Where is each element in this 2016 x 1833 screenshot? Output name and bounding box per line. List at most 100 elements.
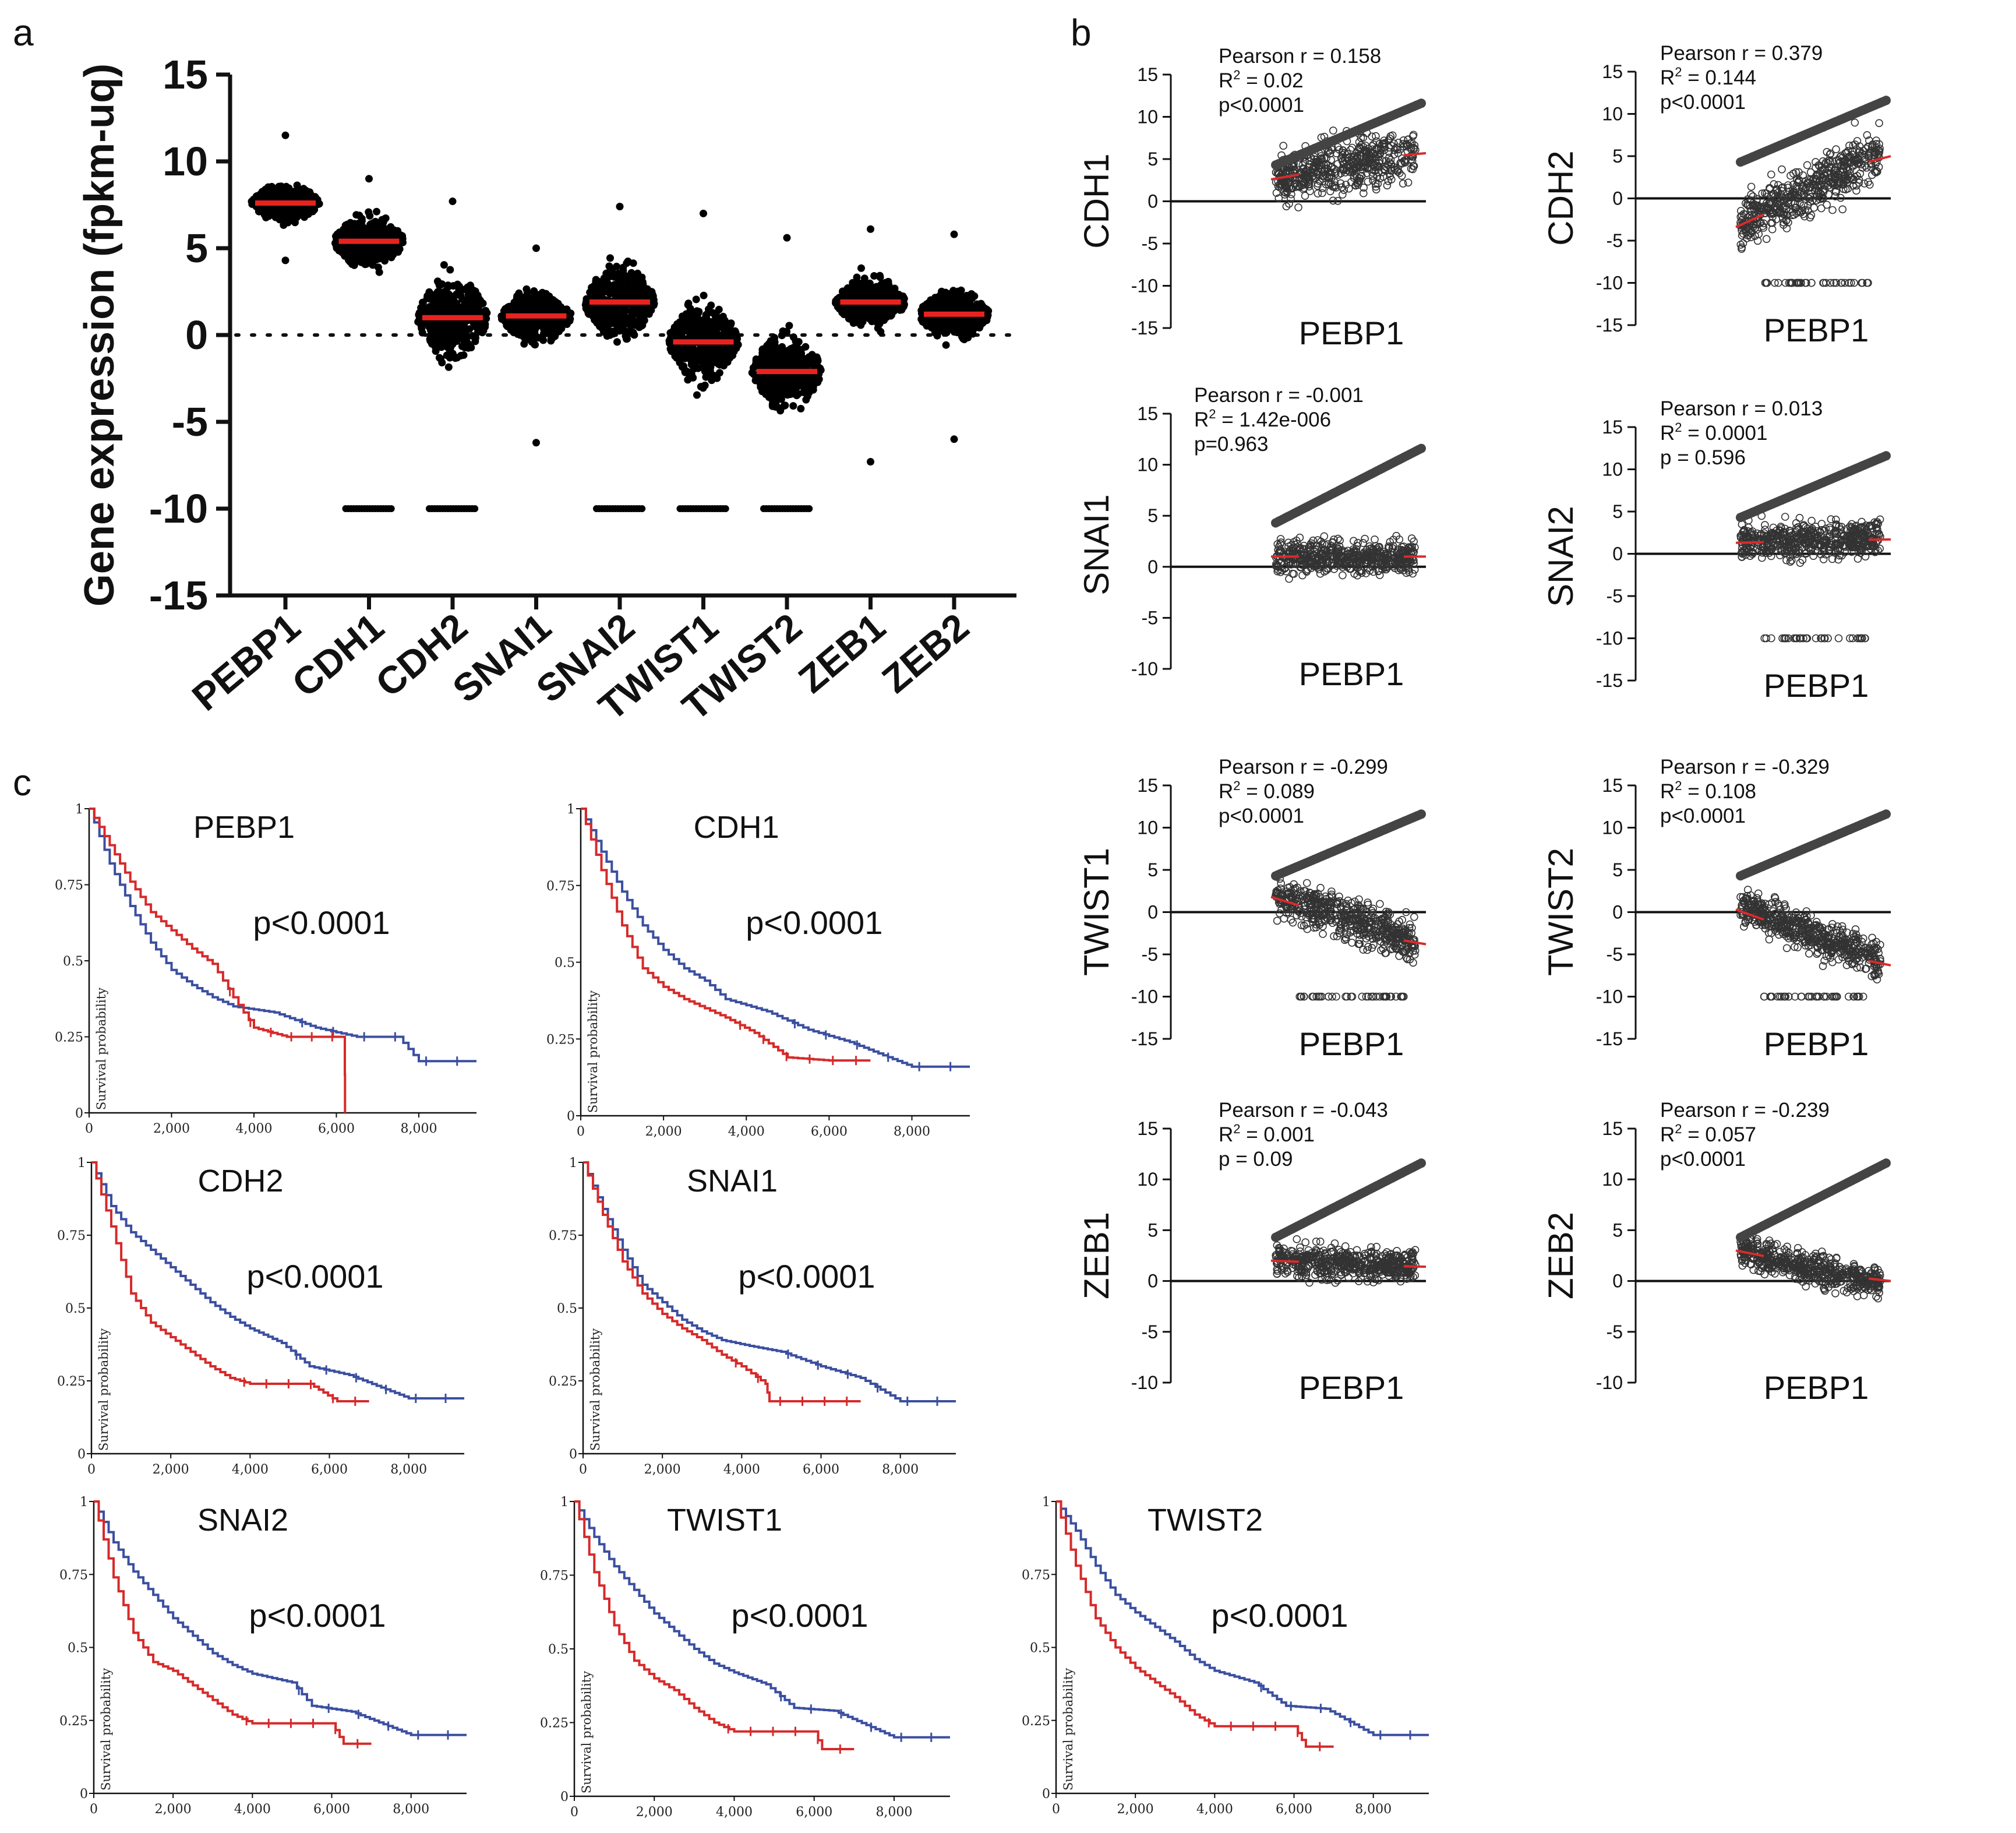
km-xtick-label: 4,000 <box>716 1805 753 1820</box>
scatter-ytick-label: -5 <box>1142 607 1158 628</box>
km-ytick-label: 0 <box>80 1787 88 1802</box>
km-y-label: Survival probability <box>99 1668 113 1790</box>
scatter-ytick-label: 15 <box>1137 775 1158 796</box>
km-y-label: Survival probability <box>588 1328 602 1451</box>
scatter-points <box>1736 1231 1884 1303</box>
km-xtick-label: 0 <box>570 1805 578 1820</box>
scatter-ytick-label: 10 <box>1602 1169 1623 1190</box>
scatter-fit-left <box>1270 1259 1300 1263</box>
scatter-ytick-label: 5 <box>1148 1219 1158 1240</box>
scatter-points <box>1272 1235 1420 1287</box>
km-title: PEBP1 <box>193 810 295 845</box>
scatter-pearson: Pearson r = -0.329 <box>1660 756 1830 778</box>
scatter-fit-right <box>1403 151 1427 157</box>
km-y-label: Survival probability <box>94 988 108 1110</box>
scatter-p: p<0.0001 <box>1219 805 1304 827</box>
scatter-ytick-label: 10 <box>1137 454 1158 475</box>
scatter-diagonal <box>1736 1158 1891 1242</box>
scatter-pearson: Pearson r = -0.001 <box>1194 384 1364 407</box>
scatter-ytick-label: -5 <box>1607 1321 1623 1342</box>
scatter-points <box>1736 886 1884 1001</box>
km-xtick-label: 8,000 <box>882 1462 919 1477</box>
km-pvalue: p<0.0001 <box>746 904 882 941</box>
scatter-x-label: PEBP1 <box>1299 1369 1404 1406</box>
km-curve-red <box>91 1161 369 1402</box>
scatter-p: p<0.0001 <box>1219 94 1304 117</box>
km-curve-blue <box>94 1500 467 1736</box>
km-xtick-label: 2,000 <box>636 1805 673 1820</box>
km-xtick-label: 0 <box>579 1462 587 1477</box>
scatter-diagonal <box>1271 98 1426 170</box>
scatter-ytick-label: 0 <box>1612 188 1623 209</box>
km-ytick-label: 0.5 <box>1030 1641 1050 1656</box>
scatter-x-label: PEBP1 <box>1299 315 1404 351</box>
scatter-ytick-label: 10 <box>1602 459 1623 480</box>
scatter-ytick-label: 10 <box>1137 107 1158 128</box>
km-ytick-label: 0 <box>77 1447 86 1462</box>
scatter-y-label: SNAI2 <box>1541 506 1580 607</box>
scatter-ZEB2: 15 10 5 0 -5 -10 ZEB2 PEBP1 Pearson r = -0.239R2… <box>1541 1099 1891 1406</box>
scatter-pearson: Pearson r = -0.043 <box>1219 1099 1388 1122</box>
scatter-ytick-label: 0 <box>1148 191 1158 212</box>
km-ytick-label: 1 <box>75 802 83 817</box>
km-ytick-label: 0 <box>560 1790 569 1804</box>
scatter-y-label: ZEB2 <box>1541 1212 1580 1299</box>
scatter-x-label: PEBP1 <box>1299 655 1404 692</box>
scatter-y-label: ZEB1 <box>1077 1212 1116 1299</box>
km-xtick-label: 6,000 <box>318 1122 355 1136</box>
scatter-r2: R2 = 0.144 <box>1660 65 1756 89</box>
scatter-x-label: PEBP1 <box>1299 1025 1404 1062</box>
scatter-ytick-label: 5 <box>1612 501 1623 522</box>
scatter-ytick-label: 15 <box>1137 1118 1158 1139</box>
km-y-label: Survival probability <box>586 990 600 1113</box>
scatter-TWIST2: 15 10 5 0 -5 -10 -15 TWIST2 PEBP1 Pearson r = -0.… <box>1541 756 1891 1062</box>
km-ytick-label: 0.25 <box>546 1032 575 1047</box>
scatter-ytick-label: -5 <box>1142 944 1158 965</box>
panel-a-dots-ZEB1 <box>832 225 908 466</box>
scatter-ytick-label: 5 <box>1612 1219 1623 1240</box>
panel-a-ytick-label: -5 <box>172 399 208 445</box>
scatter-pearson: Pearson r = -0.239 <box>1660 1099 1830 1122</box>
km-curve-blue <box>89 808 476 1063</box>
km-xtick-label: 8,000 <box>393 1802 429 1817</box>
panel-label-b: b <box>1071 12 1092 54</box>
scatter-ytick-label: -15 <box>1131 1028 1158 1049</box>
scatter-pearson: Pearson r = 0.379 <box>1660 42 1823 65</box>
km-xtick-label: 4,000 <box>728 1125 765 1139</box>
km-ytick-label: 0 <box>567 1109 575 1124</box>
km-xtick-label: 6,000 <box>796 1805 832 1820</box>
scatter-p: p = 0.596 <box>1660 446 1746 469</box>
km-xtick-label: 8,000 <box>400 1122 437 1136</box>
km-pvalue: p<0.0001 <box>246 1258 383 1295</box>
scatter-diagonal <box>1271 809 1426 881</box>
km-xtick-label: 0 <box>577 1125 585 1139</box>
km-pvalue: p<0.0001 <box>1211 1597 1348 1634</box>
km-ytick-label: 0.75 <box>546 879 575 894</box>
scatter-fit-right <box>1868 1277 1891 1282</box>
panel-a-dotplot: 15 10 5 0 -5 -10 -15 Gene expression (fpkm-uq) P… <box>76 52 1018 728</box>
km-curve-blue <box>574 1500 950 1739</box>
km-y-label: Survival probability <box>1061 1668 1075 1790</box>
km-title: TWIST1 <box>667 1503 782 1538</box>
scatter-r2: R2 = 0.108 <box>1660 778 1756 803</box>
scatter-fit-left <box>1735 1249 1764 1257</box>
km-ytick-label: 0 <box>75 1106 83 1121</box>
km-ytick-label: 1 <box>569 1156 577 1171</box>
km-xtick-label: 2,000 <box>153 1122 190 1136</box>
scatter-pearson: Pearson r = 0.013 <box>1660 397 1823 420</box>
scatter-diagonal <box>1736 451 1891 523</box>
km-curve-red <box>94 1500 372 1745</box>
scatter-pearson: Pearson r = 0.158 <box>1219 45 1381 68</box>
panel-a-dots-TWIST1 <box>665 209 742 512</box>
panel-a-ytick-label: 10 <box>163 139 208 184</box>
scatter-ytick-label: 5 <box>1148 859 1158 880</box>
scatter-x-label: PEBP1 <box>1764 1025 1869 1062</box>
scatter-ytick-label: 15 <box>1602 61 1623 82</box>
km-title: SNAI1 <box>687 1164 778 1198</box>
km-curve-blue <box>91 1161 464 1400</box>
km-xtick-label: 0 <box>87 1462 96 1477</box>
panel-a-dots-CDH2 <box>414 198 491 512</box>
km-ytick-label: 1 <box>1042 1495 1050 1510</box>
km-title: CDH2 <box>197 1164 283 1198</box>
km-ytick-label: 0.75 <box>55 879 83 893</box>
